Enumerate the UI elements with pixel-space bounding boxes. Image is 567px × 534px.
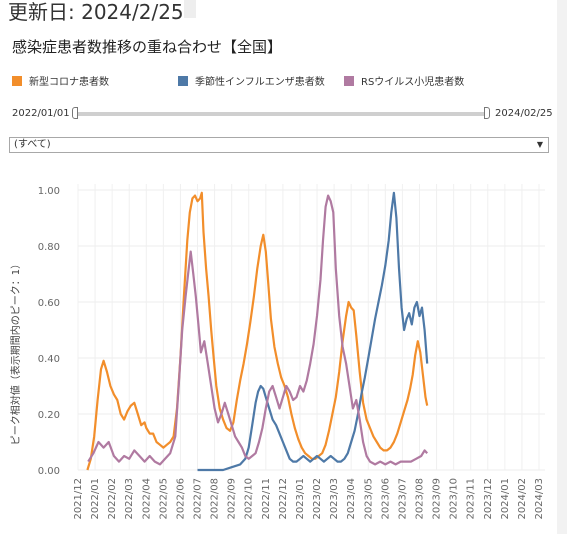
series-line-0[interactable] [86, 191, 429, 471]
legend-label-rsv: RSウイルス小児患者数 [361, 77, 465, 88]
x-tick-label: 2022/03 [124, 478, 135, 520]
x-tick-label: 2023/12 [483, 478, 494, 520]
legend-label-influenza: 季節性インフルエンザ患者数 [195, 77, 325, 88]
x-tick-label: 2023/07 [397, 478, 408, 520]
x-tick-label: 2023/03 [329, 478, 340, 520]
legend-swatch-influenza [178, 75, 188, 86]
date-range-end-handle[interactable] [484, 107, 490, 119]
date-range-start-label: 2022/01/01 [12, 108, 70, 119]
region-dropdown-value: (すべて) [14, 139, 51, 150]
x-tick-label: 2022/12 [278, 478, 289, 520]
updated-date: 更新日: 2024/2/25 [8, 0, 184, 24]
x-tick-label: 2021/12 [73, 478, 84, 520]
chart-grid [77, 184, 545, 471]
y-tick-label: 0.20 [38, 410, 60, 421]
x-tick-label: 2022/01 [90, 478, 101, 520]
chart-series [86, 191, 429, 472]
y-tick-label: 0.60 [38, 298, 60, 309]
date-range-end-label: 2024/02/25 [495, 108, 553, 119]
legend: 新型コロナ患者数 季節性インフルエンザ患者数 RSウイルス小児患者数 [0, 73, 557, 89]
x-tick-label: 2023/11 [466, 478, 477, 520]
series-line-1[interactable] [197, 191, 429, 472]
x-tick-label: 2024/02 [517, 478, 528, 520]
x-tick-label: 2023/02 [312, 478, 323, 520]
legend-item-rsv[interactable]: RSウイルス小児患者数 [344, 73, 464, 88]
x-tick-label: 2022/05 [158, 478, 169, 520]
y-tick-label: 0.40 [38, 354, 60, 365]
y-tick-label: 1.00 [38, 186, 60, 197]
legend-swatch-rsv [344, 75, 354, 86]
caret-down-icon[interactable]: ▼ [536, 140, 543, 149]
x-tick-label: 2022/11 [261, 478, 272, 520]
series-line-2[interactable] [87, 194, 429, 466]
x-tick-label: 2022/04 [141, 478, 152, 520]
x-tick-label: 2023/09 [432, 478, 443, 520]
line-chart: 0.000.200.400.600.801.00 2021/12 2022/01 2… [9, 184, 545, 520]
x-tick-label: 2023/06 [380, 478, 391, 520]
x-tick-label: 2023/08 [414, 478, 425, 520]
x-tick-label: 2023/01 [295, 478, 306, 520]
x-tick-label: 2022/09 [227, 478, 238, 520]
x-tick-label: 2024/03 [534, 478, 545, 520]
region-dropdown[interactable]: (すべて) ▼ [9, 137, 549, 153]
legend-label-covid: 新型コロナ患者数 [29, 77, 109, 88]
legend-item-covid[interactable]: 新型コロナ患者数 [12, 73, 109, 88]
x-tick-label: 2022/07 [193, 478, 204, 520]
date-range-start-handle[interactable] [72, 107, 78, 119]
y-tick-label: 0.80 [38, 242, 60, 253]
x-tick-label: 2022/06 [175, 478, 186, 520]
updated-date-placeholder [184, 0, 196, 18]
date-range-track[interactable] [76, 112, 486, 116]
x-tick-label: 2023/04 [346, 478, 357, 520]
x-tick-label: 2023/05 [363, 478, 374, 520]
y-tick-label: 0.00 [38, 466, 60, 477]
y-axis-title: ピーク相対値（表示期間内のピーク：1） [9, 259, 22, 445]
x-tick-label: 2023/10 [449, 478, 460, 520]
x-axis-ticks: 2021/12 2022/01 2022/02 2022/03 2022/04 2022/… [73, 478, 545, 520]
legend-swatch-covid [12, 75, 22, 86]
x-tick-label: 2022/02 [107, 478, 118, 520]
legend-item-influenza[interactable]: 季節性インフルエンザ患者数 [178, 73, 325, 88]
y-axis-ticks: 0.00 0.20 0.40 0.60 0.80 1.00 [38, 186, 60, 477]
x-tick-label: 2022/08 [210, 478, 221, 520]
x-tick-label: 2022/10 [244, 478, 255, 520]
date-range-slider[interactable]: 2022/01/01 2024/02/25 [0, 106, 557, 122]
scroll-strip [557, 0, 567, 534]
page-title: 感染症患者数推移の重ね合わせ【全国】 [12, 38, 283, 56]
x-tick-label: 2024/01 [500, 478, 511, 520]
